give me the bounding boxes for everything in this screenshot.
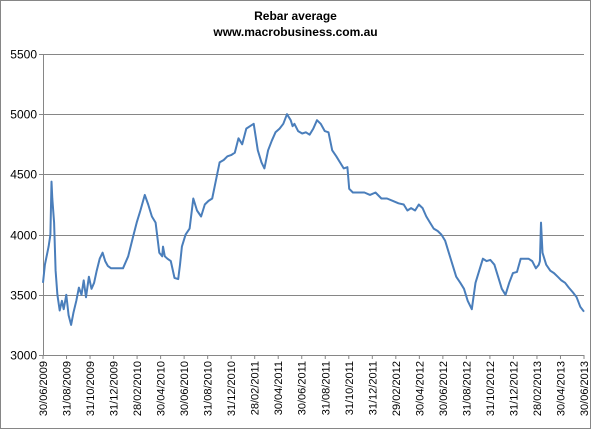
x-tick-label: 28/02/2011 <box>250 361 262 415</box>
x-tick-label: 30/06/2013 <box>579 361 590 416</box>
x-tick-label: 31/08/2012 <box>461 361 473 416</box>
x-tick-label: 31/08/2010 <box>203 361 215 416</box>
x-tick-label: 31/10/2011 <box>344 361 356 415</box>
chart-subtitle: www.macrobusiness.com.au <box>213 25 378 39</box>
x-tick-label: 28/02/2013 <box>532 361 544 416</box>
y-tick-label: 5000 <box>10 108 37 122</box>
x-tick-label: 31/12/2009 <box>109 361 121 416</box>
series-line-0 <box>42 113 585 326</box>
x-tick-label: 31/12/2011 <box>367 361 379 415</box>
x-tick-label: 31/10/2012 <box>485 361 497 416</box>
x-tick-label: 31/12/2012 <box>508 361 520 416</box>
x-tick-label: 31/08/2011 <box>320 361 332 415</box>
y-tick-label: 4500 <box>10 168 37 182</box>
x-tick-label: 31/10/2009 <box>85 361 97 416</box>
x-tick-label: 28/02/2010 <box>132 361 144 416</box>
x-tick-label: 29/02/2012 <box>391 361 403 416</box>
y-tick-label: 5500 <box>10 48 37 62</box>
x-tick-label: 31/12/2010 <box>226 361 238 416</box>
x-tick-label: 31/08/2009 <box>62 361 74 416</box>
x-tick-label: 30/04/2012 <box>414 361 426 416</box>
x-tick-label: 30/06/2010 <box>179 361 191 416</box>
chart-title: Rebar average <box>254 9 337 23</box>
x-tick-label: 30/06/2009 <box>38 361 50 416</box>
x-tick-label: 30/06/2012 <box>438 361 450 416</box>
y-tick-label: 3500 <box>10 289 37 303</box>
x-tick-label: 30/04/2010 <box>156 361 168 416</box>
x-tick-label: 30/06/2011 <box>297 361 309 415</box>
y-tick-label: 3000 <box>10 349 37 363</box>
x-tick-label: 30/04/2011 <box>273 361 285 415</box>
x-tick-label: 30/04/2013 <box>555 361 567 416</box>
y-tick-label: 4000 <box>10 229 37 243</box>
